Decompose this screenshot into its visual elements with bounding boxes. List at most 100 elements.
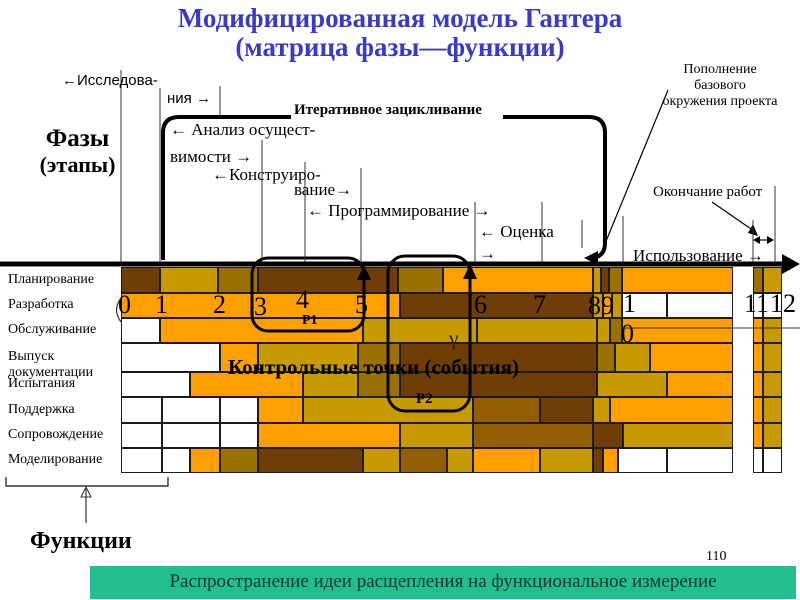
span-arrow-right-icon (767, 236, 774, 244)
timeline-arrowhead-icon (782, 254, 800, 274)
matrix-cell (753, 448, 763, 473)
matrix-cell (763, 267, 782, 293)
matrix-cell (258, 343, 358, 372)
matrix-cell (400, 293, 593, 318)
timeline-number: 7 (533, 290, 546, 319)
matrix-cell (597, 343, 615, 372)
matrix-cell (220, 423, 258, 448)
matrix-cell (540, 397, 593, 423)
timeline-number: 5 (355, 290, 368, 319)
matrix-cell (601, 267, 609, 293)
phase-label-usage: Использование → (633, 246, 764, 265)
matrix-cell (220, 448, 258, 473)
gamma-mark: γ (449, 326, 459, 350)
matrix-cell (190, 372, 303, 397)
matrix-cell (121, 397, 162, 423)
matrix-cell (303, 372, 358, 397)
timeline-number: 3 (254, 292, 267, 321)
matrix-cell (363, 448, 400, 473)
matrix-cell (398, 267, 443, 293)
phase-label-research-1: ←Исследова- (62, 72, 158, 89)
matrix-cell (121, 448, 162, 473)
matrix-cell (447, 448, 473, 473)
matrix-cell (162, 448, 190, 473)
matrix-cell (763, 423, 782, 448)
matrix-cell (363, 318, 477, 343)
matrix-cell (162, 397, 220, 423)
timeline-number: 1 (623, 289, 636, 318)
control-points-label: Контрольные точки (события) (228, 355, 519, 379)
matrix-row-label: Выпуск документации (8, 349, 94, 380)
footer-banner: Распространение идеи расщепления на функ… (90, 566, 796, 599)
timeline-number: 4 (296, 285, 309, 314)
matrix-cell (763, 343, 782, 372)
matrix-row-label: Поддержка (8, 402, 75, 417)
p1-label: P1 (302, 313, 318, 328)
matrix-cell (400, 448, 447, 473)
matrix-cell (220, 397, 258, 423)
matrix-cell (622, 293, 667, 318)
timeline-number: 12 (770, 289, 796, 318)
matrix-cell (121, 423, 162, 448)
matrix-cell (121, 343, 220, 372)
slide-title-line2: (матрица фазы—функции) (235, 32, 565, 62)
matrix-cell (220, 343, 258, 372)
matrix-cell (753, 372, 763, 397)
matrix-cell (121, 267, 160, 293)
timeline-number: 9 (601, 291, 614, 320)
matrix-cell (612, 293, 622, 318)
matrix-cell (650, 343, 733, 372)
matrix-row-label: Испытания (8, 376, 76, 391)
endworks-arrowhead-icon (748, 224, 758, 236)
matrix-cell (603, 293, 612, 318)
matrix-row-label: Моделирование (8, 452, 103, 467)
matrix-cell (667, 448, 733, 473)
matrix-cell (753, 397, 763, 423)
matrix-row-label: Обслуживание (8, 322, 97, 337)
replenish-note-line2: базового (694, 78, 746, 93)
matrix-cell (162, 423, 220, 448)
matrix-cell (667, 372, 733, 397)
phase-label-research-2: ния → (167, 90, 211, 107)
end-of-works-label: Окончание работ (653, 184, 763, 200)
timeline-number: 1 (155, 290, 168, 319)
slide-title: Модифицированная модель Гантера (матрица… (0, 4, 800, 62)
matrix-row-label: Разработка (8, 297, 74, 312)
phases-axis-label-2: (этапы) (39, 152, 116, 177)
matrix-cell (622, 267, 733, 293)
span-arrow-left-icon (753, 236, 760, 244)
matrix-cell (753, 423, 763, 448)
matrix-cell (597, 372, 667, 397)
matrix-cell (477, 318, 597, 343)
phase-label-construction-2: вание→ (294, 180, 353, 199)
functions-up-arrowhead-icon (80, 485, 92, 498)
matrix-cell (763, 318, 782, 343)
endworks-callout-line (711, 201, 755, 232)
matrix-cell (667, 293, 733, 318)
matrix-cell (763, 372, 782, 397)
functions-axis-label: Функции (30, 528, 132, 554)
matrix-cell (753, 267, 763, 293)
slide-title-line1: Модифицированная модель Гантера (177, 3, 623, 33)
replenish-note: Пополнение базового окружения проекта (645, 62, 795, 110)
matrix-cell (593, 397, 610, 423)
phase-label-analysis-2: вимости → (170, 147, 253, 166)
timeline-number: 2 (213, 290, 226, 319)
matrix-cell (190, 448, 220, 473)
matrix-cell (303, 397, 473, 423)
matrix-cell (597, 318, 610, 343)
matrix-cell (473, 423, 593, 448)
matrix-cell (443, 267, 593, 293)
matrix-cell (603, 448, 618, 473)
matrix-cell (609, 267, 622, 293)
matrix-cell (258, 397, 303, 423)
matrix-cell (473, 448, 540, 473)
matrix-cell (763, 448, 782, 473)
matrix-cell (618, 448, 667, 473)
matrix-cell (763, 293, 782, 318)
matrix-cell (615, 343, 650, 372)
matrix-cell (593, 423, 623, 448)
phase-label-analysis-1: ← Анализ осущест- (170, 120, 316, 139)
replenish-callout-line (601, 89, 669, 252)
